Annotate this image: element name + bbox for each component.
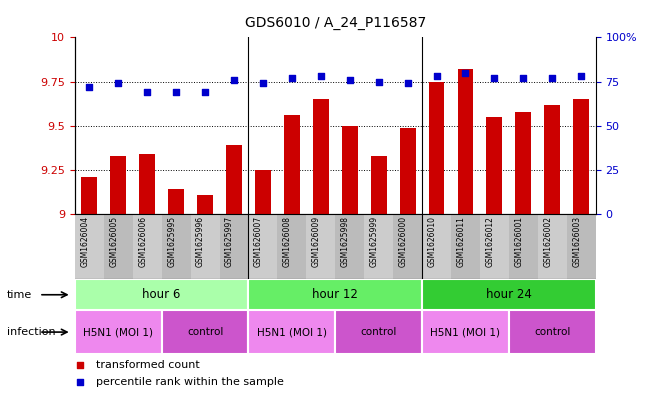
Bar: [284, 115, 300, 214]
Text: GSM1626003: GSM1626003: [572, 216, 581, 267]
Text: transformed count: transformed count: [96, 360, 199, 371]
Point: [113, 80, 124, 86]
Text: hour 6: hour 6: [143, 288, 181, 301]
Text: hour 12: hour 12: [312, 288, 358, 301]
Text: GSM1625998: GSM1625998: [340, 216, 350, 267]
Point: [344, 77, 355, 83]
Bar: [139, 154, 155, 214]
Bar: [191, 214, 219, 279]
Bar: [451, 214, 480, 279]
Bar: [567, 214, 596, 279]
Bar: [110, 156, 126, 214]
Point: [576, 73, 587, 79]
Bar: [538, 214, 567, 279]
Text: GSM1626010: GSM1626010: [428, 216, 437, 267]
Bar: [313, 99, 329, 214]
Point: [518, 75, 529, 81]
Bar: [104, 214, 133, 279]
Bar: [75, 310, 161, 354]
Bar: [480, 214, 509, 279]
Text: H5N1 (MOI 1): H5N1 (MOI 1): [430, 327, 501, 337]
Text: GSM1626008: GSM1626008: [283, 216, 292, 267]
Text: GSM1626011: GSM1626011: [456, 216, 465, 267]
Text: GSM1626006: GSM1626006: [138, 216, 147, 267]
Bar: [364, 214, 393, 279]
Bar: [422, 279, 596, 310]
Text: time: time: [7, 290, 32, 300]
Bar: [75, 279, 249, 310]
Bar: [486, 117, 503, 214]
Point: [402, 80, 413, 86]
Bar: [335, 310, 422, 354]
Bar: [393, 214, 422, 279]
Text: hour 24: hour 24: [486, 288, 532, 301]
Bar: [342, 126, 357, 214]
Point: [75, 362, 85, 369]
Bar: [458, 69, 473, 214]
Text: control: control: [534, 327, 570, 337]
Text: GSM1625995: GSM1625995: [167, 216, 176, 267]
Text: control: control: [187, 327, 223, 337]
Bar: [219, 214, 249, 279]
Bar: [226, 145, 242, 214]
Point: [286, 75, 297, 81]
Bar: [75, 214, 104, 279]
Bar: [249, 279, 422, 310]
Text: GSM1626001: GSM1626001: [514, 216, 523, 267]
Point: [432, 73, 442, 79]
Text: GSM1625999: GSM1625999: [370, 216, 379, 267]
Text: GSM1625997: GSM1625997: [225, 216, 234, 267]
Bar: [509, 214, 538, 279]
Bar: [255, 170, 271, 214]
Text: GDS6010 / A_24_P116587: GDS6010 / A_24_P116587: [245, 16, 426, 30]
Text: GSM1625996: GSM1625996: [196, 216, 205, 267]
Point: [84, 84, 94, 90]
Text: percentile rank within the sample: percentile rank within the sample: [96, 377, 284, 387]
Point: [200, 89, 210, 95]
Text: GSM1626004: GSM1626004: [80, 216, 89, 267]
Point: [229, 77, 239, 83]
Bar: [400, 127, 415, 214]
Bar: [249, 310, 335, 354]
Bar: [161, 310, 249, 354]
Point: [489, 75, 499, 81]
Bar: [422, 214, 451, 279]
Bar: [249, 214, 277, 279]
Point: [142, 89, 152, 95]
Text: GSM1626012: GSM1626012: [486, 216, 494, 267]
Point: [316, 73, 326, 79]
Text: GSM1626007: GSM1626007: [254, 216, 263, 267]
Point: [374, 79, 384, 85]
Bar: [307, 214, 335, 279]
Bar: [277, 214, 307, 279]
Text: GSM1626002: GSM1626002: [544, 216, 552, 267]
Point: [258, 80, 268, 86]
Text: H5N1 (MOI 1): H5N1 (MOI 1): [83, 327, 153, 337]
Bar: [370, 156, 387, 214]
Bar: [544, 105, 561, 214]
Point: [547, 75, 557, 81]
Bar: [161, 214, 191, 279]
Text: infection: infection: [7, 327, 55, 337]
Point: [171, 89, 182, 95]
Bar: [509, 310, 596, 354]
Bar: [133, 214, 161, 279]
Point: [75, 379, 85, 385]
Bar: [574, 99, 589, 214]
Bar: [197, 195, 213, 214]
Text: GSM1626000: GSM1626000: [398, 216, 408, 267]
Text: control: control: [361, 327, 397, 337]
Bar: [168, 189, 184, 214]
Text: GSM1626009: GSM1626009: [312, 216, 321, 267]
Bar: [81, 177, 97, 214]
Point: [460, 70, 471, 76]
Bar: [516, 112, 531, 214]
Bar: [428, 81, 445, 214]
Bar: [422, 310, 509, 354]
Text: GSM1626005: GSM1626005: [109, 216, 118, 267]
Bar: [335, 214, 364, 279]
Text: H5N1 (MOI 1): H5N1 (MOI 1): [257, 327, 327, 337]
